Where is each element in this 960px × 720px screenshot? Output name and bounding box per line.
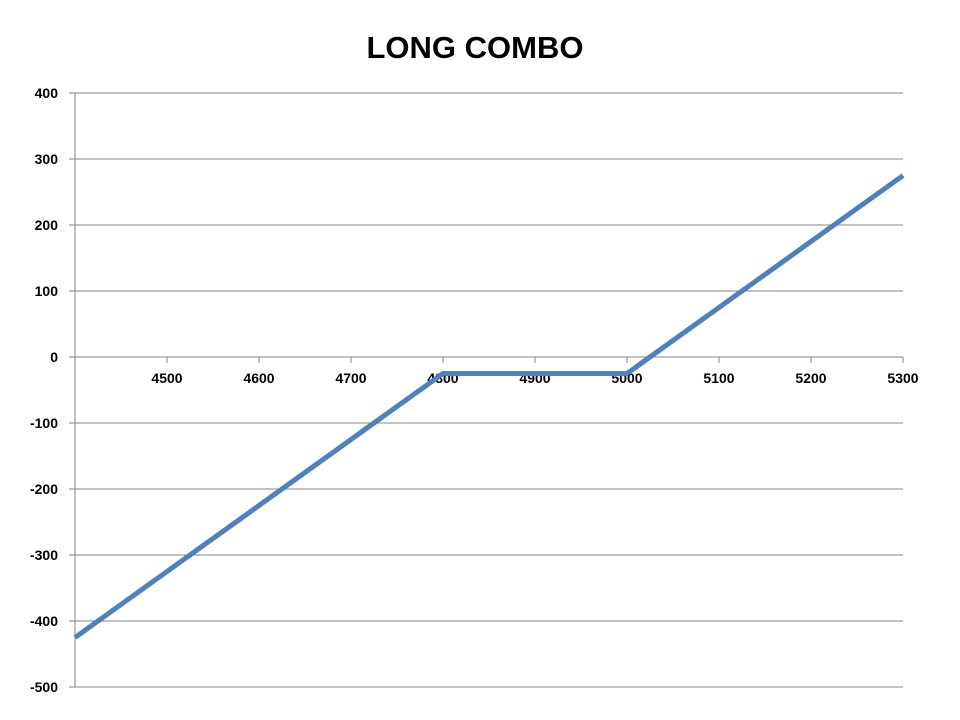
y-tick-label: -500 (30, 679, 58, 695)
series-line (73, 173, 905, 640)
y-tick-label: 0 (50, 349, 58, 365)
y-tick-label: -200 (30, 481, 58, 497)
x-tick-label: 4600 (243, 370, 274, 386)
y-tick-label: -100 (30, 415, 58, 431)
y-tick-label: 400 (35, 85, 59, 101)
y-tick-label: 200 (35, 217, 59, 233)
x-tick-label: 4500 (151, 370, 182, 386)
x-tick-label: 4700 (335, 370, 366, 386)
gridlines (75, 92, 903, 688)
tick-labels: 400 300 200 100 0 -100 -200 -300 -400 -500 4500 460… (30, 85, 919, 695)
y-tick-label: -400 (30, 613, 58, 629)
axes (69, 92, 904, 688)
chart-title: LONG COMBO (366, 30, 584, 65)
x-tick-label: 5300 (887, 370, 918, 386)
y-tick-label: 100 (35, 283, 59, 299)
series-layer (73, 173, 905, 640)
x-tick-label: 5200 (795, 370, 826, 386)
y-tick-label: -300 (30, 547, 58, 563)
y-tick-label: 300 (35, 151, 59, 167)
x-tick-label: 5100 (703, 370, 734, 386)
